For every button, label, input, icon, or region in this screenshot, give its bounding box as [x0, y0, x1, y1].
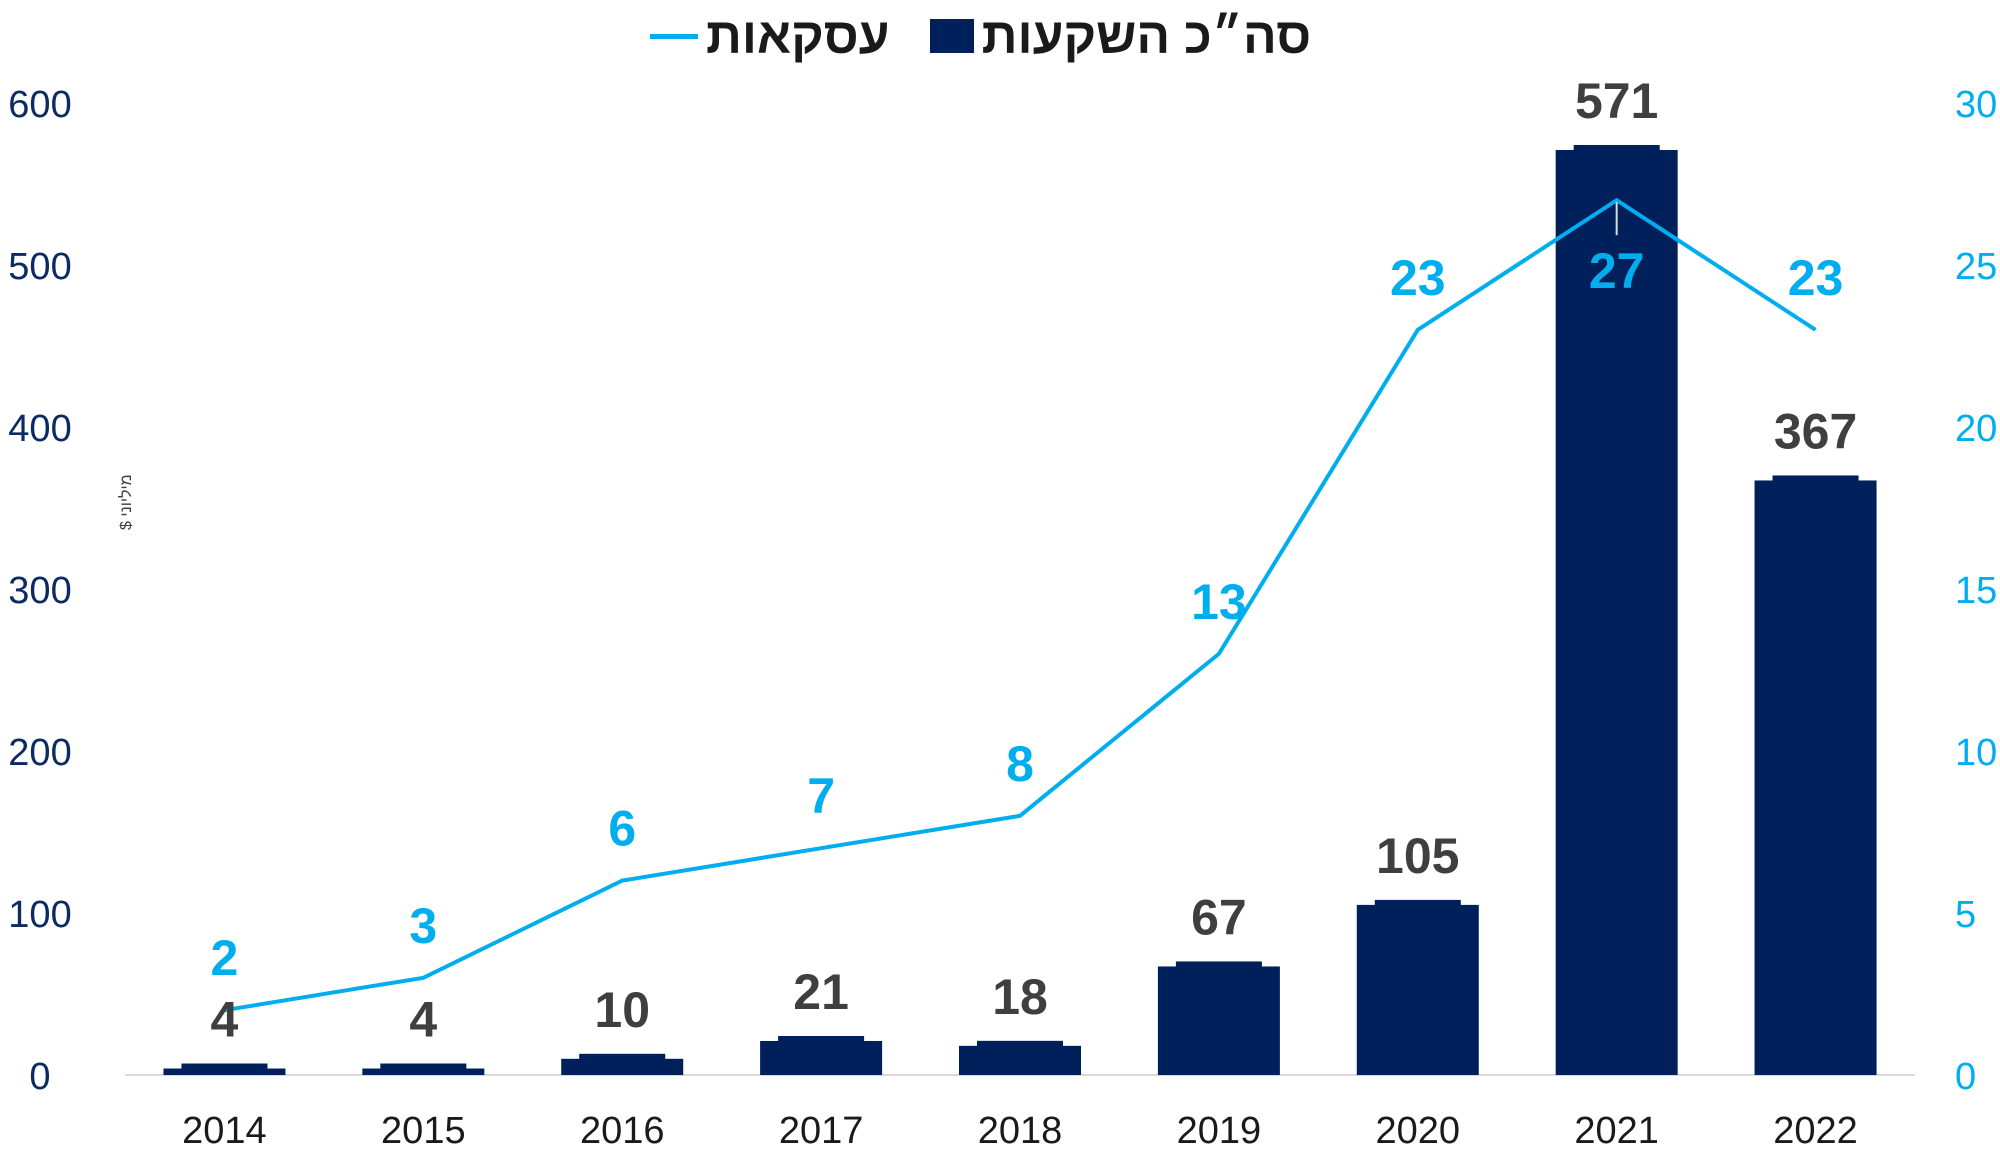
y-left-tick-label: 500 [8, 246, 71, 288]
legend-label-deals: עסקאות [706, 8, 890, 64]
bar-value-label: 10 [594, 982, 650, 1038]
bar [163, 1068, 286, 1075]
legend-item-deals: עסקאות [650, 7, 890, 65]
x-tick-label: 2021 [1574, 1110, 1659, 1152]
bar-cap [1374, 899, 1461, 906]
x-tick-label: 2020 [1376, 1110, 1461, 1152]
line-value-label: 23 [1390, 250, 1446, 306]
bar-value-label: 4 [211, 992, 239, 1048]
y-left-tick-label: 0 [29, 1056, 50, 1098]
y-left-tick-label: 400 [8, 408, 71, 450]
chart-legend: עסקאות סה״כ השקעות [650, 6, 1350, 66]
line-value-label: 7 [807, 768, 835, 824]
x-tick-label: 2019 [1177, 1110, 1262, 1152]
line-value-label: 2 [211, 930, 239, 986]
bar-value-label: 21 [793, 964, 849, 1020]
bar-value-label: 67 [1191, 889, 1247, 945]
bar [1157, 966, 1280, 1075]
y-right-tick-label: 15 [1955, 570, 1997, 612]
bar-cap [380, 1063, 467, 1070]
y-right-tick-label: 20 [1955, 408, 1997, 450]
bar-value-label: 18 [992, 969, 1048, 1025]
bar [1555, 149, 1678, 1076]
x-tick-label: 2016 [580, 1110, 665, 1152]
bar-cap [1573, 144, 1660, 151]
bar-cap [977, 1040, 1063, 1047]
x-tick-label: 2018 [978, 1110, 1063, 1152]
y-right-tick-label: 30 [1955, 84, 1997, 126]
bar [362, 1068, 485, 1075]
line-value-label: 3 [409, 898, 437, 954]
line-value-label: 27 [1589, 243, 1645, 299]
line-value-label: 8 [1006, 736, 1034, 792]
legend-item-investments: סה״כ השקעות [929, 7, 1312, 65]
line-value-label: 13 [1191, 574, 1247, 630]
bar-value-label: 571 [1575, 73, 1658, 129]
bar-value-label: 105 [1376, 828, 1459, 884]
bar-cap [579, 1053, 666, 1060]
y-right-tick-label: 10 [1955, 732, 1997, 774]
bar [1356, 904, 1479, 1075]
bar [760, 1040, 883, 1075]
bar-cap [1175, 961, 1262, 968]
bar [959, 1045, 1081, 1075]
y-left-tick-label: 200 [8, 732, 71, 774]
y-right-tick-label: 0 [1955, 1056, 1976, 1098]
deals-line [224, 197, 1817, 1013]
bar-cap [778, 1035, 865, 1042]
x-tick-label: 2015 [381, 1110, 466, 1152]
bar-value-label: 367 [1774, 403, 1857, 459]
x-tick-label: 2014 [182, 1110, 267, 1152]
bar [561, 1058, 684, 1075]
bar-value-label: 4 [409, 992, 437, 1048]
legend-line-swatch [650, 33, 698, 39]
legend-bar-swatch [929, 19, 974, 53]
bar [1754, 480, 1877, 1076]
bar-cap [181, 1063, 268, 1070]
x-tick-label: 2022 [1773, 1110, 1858, 1152]
x-tick-label: 2017 [779, 1110, 864, 1152]
y-left-tick-label: 600 [8, 84, 71, 126]
y-right-tick-label: 5 [1955, 894, 1976, 936]
y-left-tick-label: 300 [8, 570, 71, 612]
y-left-tick-label: 100 [8, 894, 71, 936]
line-value-label: 23 [1788, 250, 1844, 306]
legend-label-investments: סה״כ השקעות [981, 8, 1312, 64]
y-right-tick-label: 25 [1955, 246, 1997, 288]
bar-cap [1772, 475, 1859, 482]
line-value-label: 6 [608, 801, 636, 857]
